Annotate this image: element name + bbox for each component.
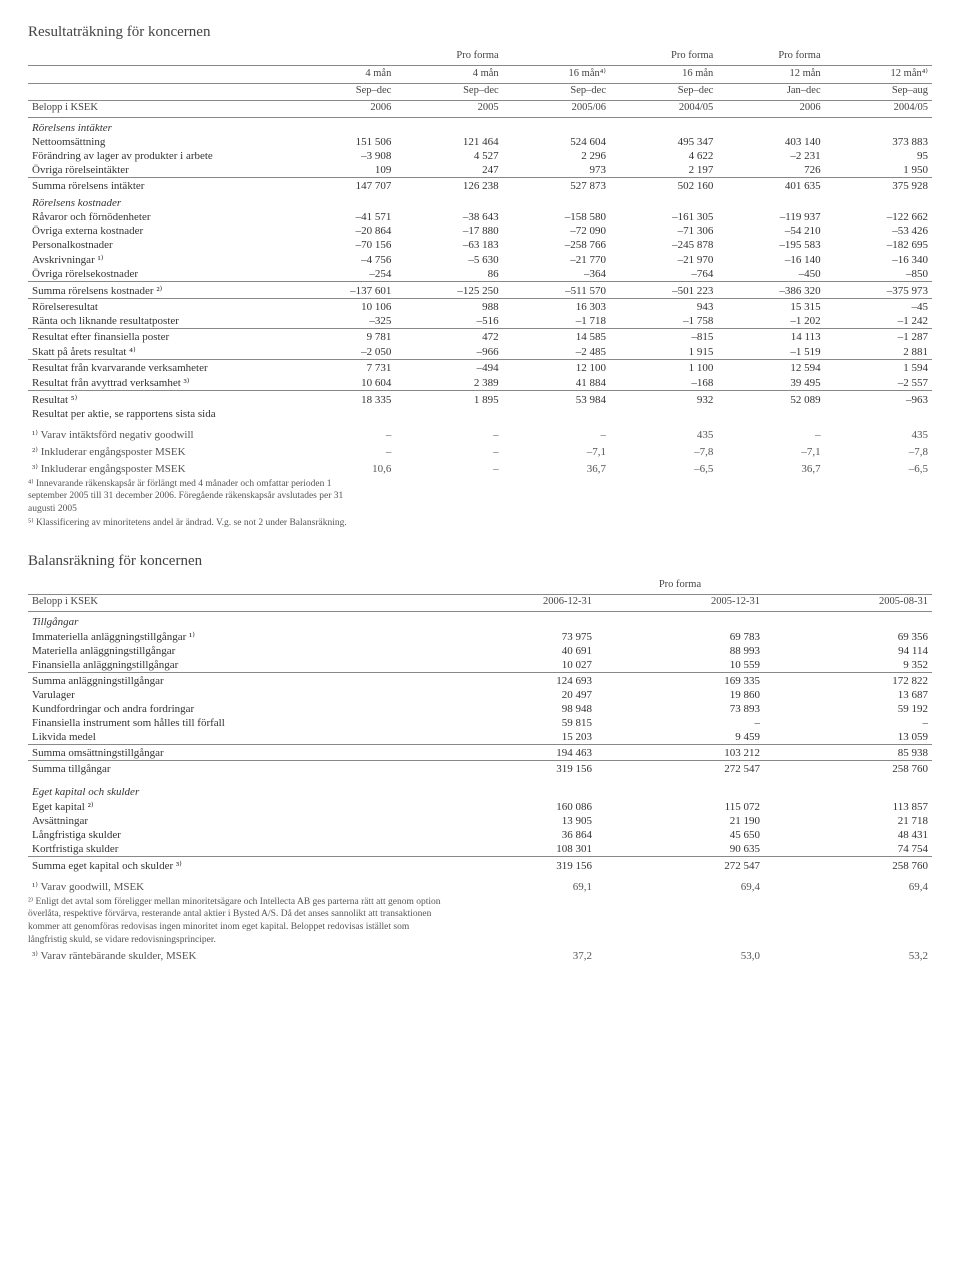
bal-footnote-3: ³⁾ Varav räntebärande skulder, MSEK37,25… xyxy=(28,948,932,965)
row-header-label: Belopp i KSEK xyxy=(28,101,288,118)
row-ovriga-rorelsekostnader: Övriga rörelsekostnader–25486–364–764–45… xyxy=(28,267,932,282)
row-varulager: Varulager20 49719 86013 687 xyxy=(28,688,932,702)
footnote-5: ⁵⁾ Klassificering av minoritetens andel … xyxy=(28,517,932,530)
row-summa-kostnader: Summa rörelsens kostnader ²⁾–137 601–125… xyxy=(28,282,932,299)
row-ovriga-intakter: Övriga rörelseintäkter1092479732 1977261… xyxy=(28,163,932,178)
bal-proforma: Pro forma xyxy=(596,578,764,595)
income-footnotes: ¹⁾ Varav intäktsförd negativ goodwill–––… xyxy=(28,427,932,530)
row-resultat-fin-poster: Resultat efter finansiella poster9 78147… xyxy=(28,329,932,345)
footnote-1: ¹⁾ Varav intäktsförd negativ goodwill–––… xyxy=(28,427,932,444)
income-title: Resultaträkning för koncernen xyxy=(28,24,932,41)
row-ranta: Ränta och liknande resultatposter–325–51… xyxy=(28,314,932,329)
row-rorelseresultat: Rörelseresultat10 10698816 30394315 315–… xyxy=(28,299,932,315)
income-sec1: Rörelsens intäkter xyxy=(28,118,288,136)
row-immateriella: Immateriella anläggningstillgångar ¹⁾73 … xyxy=(28,629,932,644)
row-personalkostnader: Personalkostnader–70 156–63 183–258 766–… xyxy=(28,238,932,252)
balance-footnotes: ¹⁾ Varav goodwill, MSEK69,169,469,4 ²⁾ E… xyxy=(28,879,932,965)
row-resultat-per-aktie: Resultat per aktie, se rapportens sista … xyxy=(28,407,932,421)
row-kundfordringar: Kundfordringar och andra fordringar98 94… xyxy=(28,702,932,716)
row-summa-anl: Summa anläggningstillgångar124 693169 33… xyxy=(28,672,932,688)
row-eget-kapital: Eget kapital ²⁾160 086115 072113 857 xyxy=(28,799,932,814)
row-nettoomsattning: Nettoomsättning151 506121 464524 604495 … xyxy=(28,135,932,149)
footnote-2: ²⁾ Inkluderar engångsposter MSEK–––7,1–7… xyxy=(28,444,932,461)
bal-footnote-2: ²⁾ Enligt det avtal som föreligger mella… xyxy=(28,896,448,947)
balance-title: Balansräkning för koncernen xyxy=(28,553,932,570)
row-avskrivningar: Avskrivningar ¹⁾–4 756–5 630–21 770–21 9… xyxy=(28,252,932,267)
footnote-4: ⁴⁾ Innevarande räkenskapsår är förlängt … xyxy=(28,478,368,516)
row-forandring-lager: Förändring av lager av produkter i arbet… xyxy=(28,149,932,163)
row-summa-tillg: Summa tillgångar319 156272 547258 760 xyxy=(28,760,932,776)
footnote-3: ³⁾ Inkluderar engångsposter MSEK10,6–36,… xyxy=(28,461,932,478)
bal-footnote-1: ¹⁾ Varav goodwill, MSEK69,169,469,4 xyxy=(28,879,932,896)
row-kvarvarande: Resultat från kvarvarande verksamheter7 … xyxy=(28,360,932,376)
row-finansiella-anl: Finansiella anläggningstillgångar10 0271… xyxy=(28,658,932,673)
col5-proforma: Pro forma xyxy=(717,49,824,66)
row-avyttrad: Resultat från avyttrad verksamhet ³⁾10 6… xyxy=(28,375,932,391)
income-sec2: Rörelsens kostnader xyxy=(28,193,288,210)
bal-row-label: Belopp i KSEK xyxy=(28,594,428,611)
row-summa-oms: Summa omsättningstillgångar194 463103 21… xyxy=(28,744,932,760)
row-resultat: Resultat ⁵⁾18 3351 89553 98493252 089–96… xyxy=(28,391,932,408)
col4-proforma: Pro forma xyxy=(610,49,717,66)
row-skatt: Skatt på årets resultat ⁴⁾–2 050–966–2 4… xyxy=(28,344,932,360)
row-langfristiga: Långfristiga skulder36 86445 65048 431 xyxy=(28,828,932,842)
row-ravaror: Råvaror och förnödenheter–41 571–38 643–… xyxy=(28,210,932,224)
row-materiella: Materiella anläggningstillgångar40 69188… xyxy=(28,644,932,658)
income-table: Pro forma Pro forma Pro forma 4 mån 4 må… xyxy=(28,49,932,421)
row-externa-kostnader: Övriga externa kostnader–20 864–17 880–7… xyxy=(28,224,932,238)
row-summa-intakter: Summa rörelsens intäkter147 707126 23852… xyxy=(28,178,932,194)
balance-table: Pro forma Belopp i KSEK 2006-12-31 2005-… xyxy=(28,578,932,873)
row-summa-ek-skulder: Summa eget kapital och skulder ³⁾319 156… xyxy=(28,856,932,873)
balance-sec2: Eget kapital och skulder xyxy=(28,776,428,799)
col2-proforma: Pro forma xyxy=(395,49,502,66)
row-likvida: Likvida medel15 2039 45913 059 xyxy=(28,730,932,745)
row-fin-instrument: Finansiella instrument som hålles till f… xyxy=(28,716,932,730)
balance-sec1: Tillgångar xyxy=(28,611,428,629)
row-kortfristiga: Kortfristiga skulder108 30190 63574 754 xyxy=(28,842,932,857)
row-avsattningar: Avsättningar13 90521 19021 718 xyxy=(28,814,932,828)
